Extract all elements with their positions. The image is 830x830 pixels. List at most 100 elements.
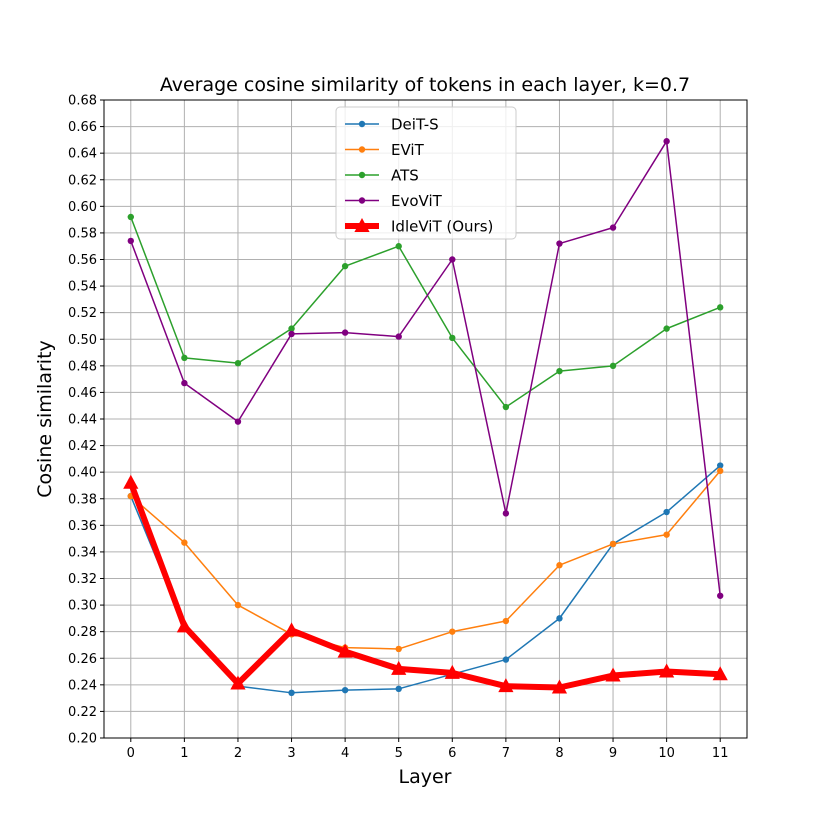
x-tick-label: 6 <box>448 746 456 761</box>
data-point <box>605 667 621 682</box>
y-tick-label: 0.44 <box>68 413 97 428</box>
legend-marker <box>358 171 366 179</box>
data-point <box>341 329 349 336</box>
legend-label: IdleViT (Ours) <box>391 218 493 236</box>
series-line <box>130 470 721 650</box>
series-ats <box>127 213 724 411</box>
y-tick-label: 0.42 <box>68 439 97 454</box>
series-line <box>127 481 721 691</box>
data-point <box>663 138 670 145</box>
data-point <box>391 660 407 675</box>
y-tick-label: 0.36 <box>68 519 97 534</box>
data-point <box>395 685 402 693</box>
data-point <box>181 354 188 362</box>
data-point <box>288 689 295 697</box>
data-point <box>234 601 242 609</box>
x-axis: 0 1 2 3 4 5 6 7 8 9 10 11 <box>127 738 729 761</box>
legend-frame <box>335 106 517 240</box>
series-evit <box>127 467 724 653</box>
data-point <box>556 615 563 622</box>
data-point <box>663 325 670 332</box>
x-tick-label: 4 <box>341 746 349 761</box>
data-point <box>234 418 242 425</box>
chart-title: Average cosine similarity of tokens in e… <box>160 74 690 96</box>
legend-marker <box>354 218 370 232</box>
y-tick-label: 0.50 <box>68 333 97 348</box>
data-point <box>609 540 617 548</box>
y-tick-label: 0.20 <box>68 732 97 747</box>
data-point <box>659 663 675 678</box>
y-tick-label: 0.66 <box>68 120 97 135</box>
data-point <box>123 474 139 489</box>
data-point <box>230 675 246 690</box>
legend-label: DeiT-S <box>391 116 439 134</box>
x-tick-label: 7 <box>502 746 510 761</box>
y-tick-label: 0.28 <box>68 625 97 640</box>
data-point <box>556 562 563 569</box>
y-tick-label: 0.60 <box>68 200 97 215</box>
legend-label: ATS <box>391 167 419 185</box>
data-point <box>663 508 670 516</box>
y-tick-label: 0.24 <box>68 678 97 693</box>
y-tick-label: 0.64 <box>68 147 97 162</box>
data-point <box>395 333 402 340</box>
y-axis: 0.20 0.22 0.24 0.26 0.28 0.30 0.32 0.34 0.36 0.38… <box>68 94 104 747</box>
legend-entry: EViT <box>345 141 425 159</box>
y-tick-label: 0.46 <box>68 386 97 401</box>
legend-entry: DeiT-S <box>345 116 439 134</box>
data-point <box>502 656 510 663</box>
data-point <box>449 256 456 263</box>
legend-label: EvoViT <box>391 192 443 210</box>
y-tick-label: 0.62 <box>68 173 97 188</box>
data-point <box>288 330 295 338</box>
data-point <box>395 243 402 250</box>
data-point <box>395 645 402 653</box>
data-point <box>717 467 724 475</box>
data-point <box>288 325 295 332</box>
legend-label: EViT <box>391 141 425 159</box>
data-point <box>127 213 134 221</box>
data-point <box>337 643 353 658</box>
data-point <box>181 539 188 546</box>
y-tick-label: 0.40 <box>68 466 97 481</box>
legend-marker <box>358 120 366 128</box>
data-point <box>449 334 456 342</box>
data-point <box>502 403 510 411</box>
x-axis-label: Layer <box>399 766 452 788</box>
y-axis-label: Cosine similarity <box>34 340 56 498</box>
data-point <box>444 664 460 679</box>
y-tick-label: 0.34 <box>68 545 97 560</box>
data-point <box>181 379 188 387</box>
data-point <box>717 304 724 311</box>
y-tick-label: 0.52 <box>68 306 97 321</box>
data-point <box>502 510 510 517</box>
data-point <box>556 367 563 375</box>
data-point <box>341 262 349 270</box>
y-tick-label: 0.56 <box>68 253 97 268</box>
legend-entry: IdleViT (Ours) <box>345 218 493 236</box>
y-tick-label: 0.32 <box>68 572 97 587</box>
data-point <box>717 462 724 469</box>
data-point <box>663 531 670 538</box>
legend-marker <box>358 146 366 153</box>
x-tick-label: 11 <box>712 746 729 761</box>
series-idlevit-ours <box>123 474 728 694</box>
x-tick-label: 9 <box>609 746 617 761</box>
y-tick-label: 0.38 <box>68 492 97 507</box>
data-point <box>176 618 192 633</box>
y-tick-label: 0.30 <box>68 599 97 614</box>
y-tick-label: 0.26 <box>68 652 97 667</box>
data-point <box>717 592 724 599</box>
data-point <box>127 237 134 245</box>
data-point <box>609 362 617 370</box>
data-point <box>712 666 728 681</box>
y-tick-label: 0.54 <box>68 280 97 295</box>
data-point <box>283 622 300 637</box>
x-tick-label: 8 <box>555 746 563 761</box>
y-tick-label: 0.58 <box>68 226 97 241</box>
data-point <box>551 679 568 694</box>
legend: DeiT-S EViT ATS EvoViT IdleViT (Ours) <box>335 106 517 240</box>
y-tick-label: 0.48 <box>68 359 97 374</box>
series-line <box>130 140 721 596</box>
x-tick-label: 2 <box>234 746 242 761</box>
